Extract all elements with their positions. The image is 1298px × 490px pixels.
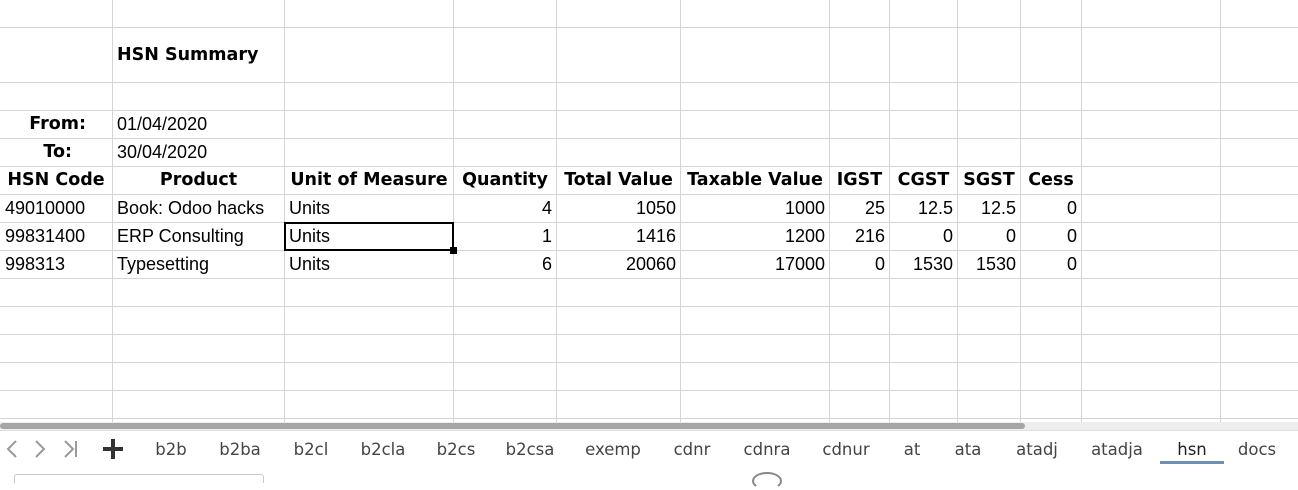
tab-hsn[interactable]: hsn [1160,438,1224,464]
table-cell-cgst[interactable]: 1530 [912,254,953,274]
table-cell-sgst[interactable]: 0 [1005,226,1016,246]
table-cell-total-value[interactable]: 1050 [635,198,676,218]
grid-line [0,362,1298,363]
header-product[interactable]: Product [159,170,238,190]
table-cell-igst[interactable]: 0 [874,254,885,274]
grid-line [0,250,1298,251]
nav-prev-icon[interactable] [29,437,51,461]
header-igst[interactable]: IGST [836,170,883,190]
table-cell-quantity[interactable]: 4 [541,198,552,218]
grid-line [0,334,1298,335]
table-cell-product[interactable]: Book: Odoo hacks [117,198,265,218]
table-cell-uom[interactable]: Units [289,254,331,274]
grid-line [680,0,681,422]
header-hsn-code[interactable]: HSN Code [7,170,105,190]
grid-line [0,194,1298,195]
table-cell-hsn-code[interactable]: 99831400 [5,226,86,246]
tab-b2cla[interactable]: b2cla [360,440,406,459]
tab-ata[interactable]: ata [954,440,982,459]
grid-line [556,0,557,422]
tab-atadj[interactable]: atadj [1016,440,1058,459]
table-cell-taxable-value[interactable]: 1000 [784,198,825,218]
autofill-handle[interactable] [450,247,457,254]
table-cell-quantity[interactable]: 1 [541,226,552,246]
table-cell-uom[interactable]: Units [289,198,331,218]
nav-first-icon[interactable] [1,437,23,461]
grid-line [453,0,454,422]
grid-line [1020,0,1021,422]
table-cell-sgst[interactable]: 12.5 [980,198,1016,218]
spreadsheet-grid[interactable]: HSN Summary From: 01/04/2020 To: 30/04/2… [0,0,1298,422]
zoom-icon[interactable] [752,472,782,490]
from-label[interactable]: From: [29,114,86,134]
status-bar [0,470,1298,479]
grid-line [0,278,1298,279]
header-cgst[interactable]: CGST [897,170,950,190]
table-cell-quantity[interactable]: 6 [541,254,552,274]
grid-line [0,110,1298,111]
table-cell-product[interactable]: Typesetting [117,254,210,274]
to-value[interactable]: 30/04/2020 [117,142,208,162]
from-value[interactable]: 01/04/2020 [117,114,208,134]
sheet-title[interactable]: HSN Summary [117,45,259,65]
table-cell-igst[interactable]: 216 [854,226,885,246]
table-cell-cess[interactable]: 0 [1066,198,1077,218]
grid-line [829,0,830,422]
table-cell-taxable-value[interactable]: 1200 [784,226,825,246]
grid-line [0,138,1298,139]
header-sgst[interactable]: SGST [963,170,1015,190]
tab-at[interactable]: at [903,440,921,459]
table-cell-uom[interactable]: Units [289,226,331,246]
table-cell-product[interactable]: ERP Consulting [117,226,244,246]
grid-line [0,82,1298,83]
grid-line [0,166,1298,167]
table-cell-cess[interactable]: 0 [1066,254,1077,274]
plus-icon[interactable] [100,436,126,462]
nav-last-icon[interactable] [60,437,82,461]
header-unit-of-measure[interactable]: Unit of Measure [290,170,448,190]
table-cell-cgst[interactable]: 12.5 [917,198,953,218]
table-cell-hsn-code[interactable]: 998313 [5,254,66,274]
tab-atadja[interactable]: atadja [1091,440,1143,459]
table-cell-total-value[interactable]: 20060 [625,254,676,274]
grid-line [0,418,1298,419]
grid-line [0,27,1298,28]
table-cell-total-value[interactable]: 1416 [635,226,676,246]
grid-line [1220,0,1221,422]
tab-b2csa[interactable]: b2csa [505,440,555,459]
tab-cdnra[interactable]: cdnra [743,440,791,459]
header-quantity[interactable]: Quantity [462,170,548,190]
tab-b2b[interactable]: b2b [155,440,187,459]
grid-line [284,0,285,422]
table-cell-cgst[interactable]: 0 [942,226,953,246]
horizontal-scrollbar-thumb[interactable] [0,423,1025,429]
header-total-value[interactable]: Total Value [564,170,673,190]
grid-line [889,0,890,422]
tab-b2cl[interactable]: b2cl [293,440,329,459]
table-cell-taxable-value[interactable]: 17000 [774,254,825,274]
grid-line [1081,0,1082,422]
tab-docs[interactable]: docs [1237,440,1277,459]
grid-line [0,222,1298,223]
grid-line [112,0,113,422]
tab-cdnur[interactable]: cdnur [822,440,870,459]
grid-line [0,306,1298,307]
sheet-tab-bar [0,430,1298,471]
table-cell-cess[interactable]: 0 [1066,226,1077,246]
to-label[interactable]: To: [43,142,72,162]
header-taxable-value[interactable]: Taxable Value [687,170,823,190]
tab-b2ba[interactable]: b2ba [219,440,261,459]
header-cess[interactable]: Cess [1028,170,1074,190]
table-cell-hsn-code[interactable]: 49010000 [5,198,86,218]
table-cell-igst[interactable]: 25 [864,198,885,218]
tab-b2cs[interactable]: b2cs [436,440,476,459]
tab-cdnr[interactable]: cdnr [673,440,711,459]
table-cell-sgst[interactable]: 1530 [975,254,1016,274]
grid-line [0,390,1298,391]
tab-exemp[interactable]: exemp [585,440,641,459]
grid-line [957,0,958,422]
